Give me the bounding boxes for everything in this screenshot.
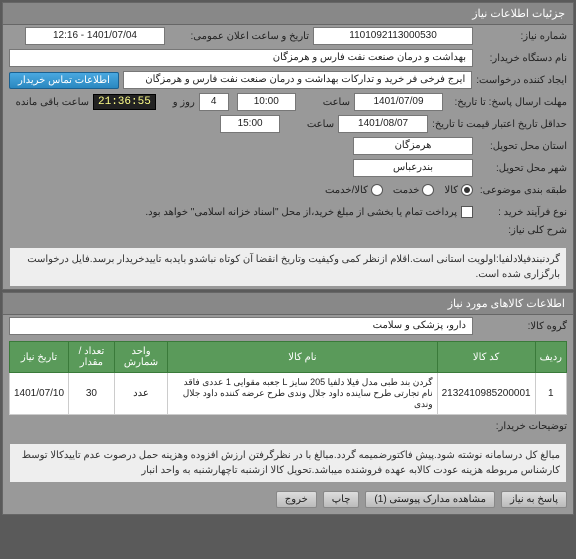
deadline-time-field: 10:00 [237,93,296,111]
table-header-row: ردیف کد کالا نام کالا واحد شمارش تعداد /… [10,342,567,373]
attachments-button[interactable]: مشاهده مدارک پیوستی (1) [365,491,495,508]
cell-code: 2132410985200001 [437,373,535,415]
col-date: تاریخ نیاز [10,342,69,373]
row-notes: توضیحات خریدار: [3,419,573,441]
public-date-field: 1401/07/04 - 12:16 [25,27,165,45]
day-label: روز و [160,97,195,108]
radio-dot-icon [371,184,383,196]
col-code: کد کالا [437,342,535,373]
radio-goods-service-label: کالا/خدمت [325,185,368,196]
need-details-panel: جزئیات اطلاعات نیاز شماره نیاز: 11010921… [2,2,574,290]
cell-name: گردن بند طبی مدل فیلا دلفیا 205 سایز L ج… [168,373,437,415]
cell-num: 1 [535,373,566,415]
print-button[interactable]: چاپ [323,491,360,508]
countdown-timer: 21:36:55 [93,94,156,110]
process-note: پرداخت تمام یا بخشی از مبلغ خرید،از محل … [145,207,457,218]
process-checkbox[interactable] [461,206,473,218]
row-province: استان محل تحویل: هرمزگان [3,135,573,157]
radio-goods-service[interactable]: کالا/خدمت [325,184,383,196]
buyer-label: نام دستگاه خریدار: [477,53,567,64]
process-label: نوع فرآیند خرید : [477,207,567,218]
group-field: دارو، پزشکی و سلامت [9,317,473,335]
desc-label: شرح کلی نیاز: [477,225,567,236]
row-validity: حداقل تاریخ اعتبار قیمت تا تاریخ: 1401/0… [3,113,573,135]
radio-service[interactable]: خدمت [393,184,435,196]
days-left-field: 4 [199,93,229,111]
group-label: گروه کالا: [477,321,567,332]
col-row: ردیف [535,342,566,373]
validity-date-field: 1401/08/07 [338,115,428,133]
radio-dot-icon [422,184,434,196]
cell-unit: عدد [114,373,168,415]
col-qty: تعداد / مقدار [69,342,115,373]
table-row[interactable]: 1 2132410985200001 گردن بند طبی مدل فیلا… [10,373,567,415]
need-number-label: شماره نیاز: [477,31,567,42]
goods-panel: اطلاعات کالاهای مورد نیاز گروه کالا: دار… [2,292,574,515]
creator-field: ایرج فرخی فر خرید و تدارکات بهداشت و درم… [123,71,472,89]
row-need-number: شماره نیاز: 1101092113000530 تاریخ و ساع… [3,25,573,47]
radio-goods-label: کالا [444,185,458,196]
public-date-label: تاریخ و ساعت اعلان عمومی: [169,31,309,42]
packing-label: طبقه بندی موضوعی: [477,185,567,196]
panel-header-2: اطلاعات کالاهای مورد نیاز [3,293,573,315]
row-city: شهر محل تحویل: بندرعباس [3,157,573,179]
city-field: بندرعباس [353,159,473,177]
col-unit: واحد شمارش [114,342,168,373]
validity-label: حداقل تاریخ اعتبار قیمت تا تاریخ: [432,119,567,130]
province-field: هرمزگان [353,137,473,155]
footer-buttons: پاسخ به نیاز مشاهده مدارک پیوستی (1) چاپ… [3,485,573,514]
notes-box: مبالغ کل درسامانه نوشته شود.پیش فاکتورضم… [9,443,567,483]
row-desc: شرح کلی نیاز: [3,223,573,245]
radio-service-label: خدمت [393,185,420,196]
time-label-2: ساعت [284,119,334,130]
contact-buyer-button[interactable]: اطلاعات تماس خریدار [9,72,119,89]
city-label: شهر محل تحویل: [477,163,567,174]
row-deadline: مهلت ارسال پاسخ: تا تاریخ: 1401/07/09 سا… [3,91,573,113]
desc-box: گردنبندفیلادلفیا:اولویت استانی است.اقلام… [9,247,567,287]
notes-label: توضیحات خریدار: [477,421,567,432]
remaining-label: ساعت باقی مانده [9,97,89,108]
buyer-field: بهداشت و درمان صنعت نفت فارس و هرمزگان [9,49,473,67]
deadline-date-field: 1401/07/09 [354,93,443,111]
cell-qty: 30 [69,373,115,415]
radio-dot-icon [461,184,473,196]
goods-table: ردیف کد کالا نام کالا واحد شمارش تعداد /… [9,341,567,415]
time-label-1: ساعت [300,97,350,108]
creator-label: ایجاد کننده درخواست: [476,75,567,86]
radio-goods[interactable]: کالا [444,184,473,196]
province-label: استان محل تحویل: [477,141,567,152]
respond-button[interactable]: پاسخ به نیاز [501,491,567,508]
row-creator: ایجاد کننده درخواست: ایرج فرخی فر خرید و… [3,69,573,91]
cell-date: 1401/07/10 [10,373,69,415]
deadline-label: مهلت ارسال پاسخ: تا تاریخ: [447,97,567,108]
row-group: گروه کالا: دارو، پزشکی و سلامت [3,315,573,337]
row-packing: طبقه بندی موضوعی: کالا خدمت کالا/خدمت [3,179,573,201]
need-number-field: 1101092113000530 [313,27,473,45]
exit-button[interactable]: خروج [276,491,317,508]
col-name: نام کالا [168,342,437,373]
row-buyer: نام دستگاه خریدار: بهداشت و درمان صنعت ن… [3,47,573,69]
packing-radio-group: کالا خدمت کالا/خدمت [325,184,473,196]
panel-header-1: جزئیات اطلاعات نیاز [3,3,573,25]
row-process: نوع فرآیند خرید : پرداخت تمام یا بخشی از… [3,201,573,223]
validity-time-field: 15:00 [220,115,280,133]
